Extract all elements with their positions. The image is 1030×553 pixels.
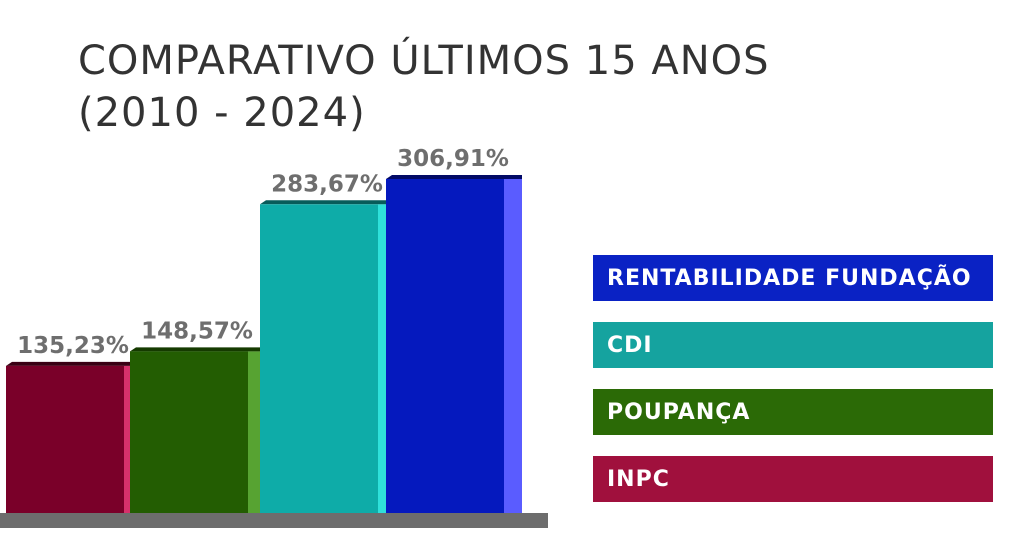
bar-front-cdi xyxy=(260,204,378,513)
legend-item-cdi: CDI xyxy=(593,322,993,368)
legend-item-inpc: INPC xyxy=(593,456,993,502)
bar-top-inpc xyxy=(6,361,142,366)
legend-label: CDI xyxy=(607,332,653,358)
value-label-cdi: 283,67% xyxy=(271,171,383,197)
legend-label: RENTABILIDADE FUNDAÇÃO xyxy=(607,265,972,291)
bar-chart: 135,23% 148,57% 283,67% 306,91% xyxy=(0,146,548,528)
bar-top-poupanca xyxy=(130,347,266,352)
bar-side-rentabilidade-fundacao xyxy=(504,179,522,513)
legend-item-poupanca: POUPANÇA xyxy=(593,389,993,435)
bar-front-rentabilidade-fundacao xyxy=(386,179,504,513)
legend-label: INPC xyxy=(607,466,670,492)
legend-label: POUPANÇA xyxy=(607,399,751,425)
bar-rentabilidade-fundacao xyxy=(386,175,522,513)
bar-top-cdi xyxy=(260,200,396,205)
chart-title-line-1: COMPARATIVO ÚLTIMOS 15 ANOS xyxy=(78,38,770,84)
bar-poupanca xyxy=(130,347,266,513)
bar-front-inpc xyxy=(6,365,124,513)
value-label-inpc: 135,23% xyxy=(17,333,129,359)
bar-inpc xyxy=(6,361,142,513)
value-label-poupanca: 148,57% xyxy=(141,318,253,344)
chart-legend: RENTABILIDADE FUNDAÇÃO CDI POUPANÇA INPC xyxy=(593,255,993,523)
bar-cdi xyxy=(260,200,396,513)
legend-item-rentabilidade-fundacao: RENTABILIDADE FUNDAÇÃO xyxy=(593,255,993,301)
bar-top-rentabilidade-fundacao xyxy=(386,175,522,180)
chart-title-line-2: (2010 - 2024) xyxy=(78,90,366,136)
value-label-rentabilidade-fundacao: 306,91% xyxy=(397,146,509,172)
chart-base xyxy=(0,513,548,528)
bar-front-poupanca xyxy=(130,351,248,513)
